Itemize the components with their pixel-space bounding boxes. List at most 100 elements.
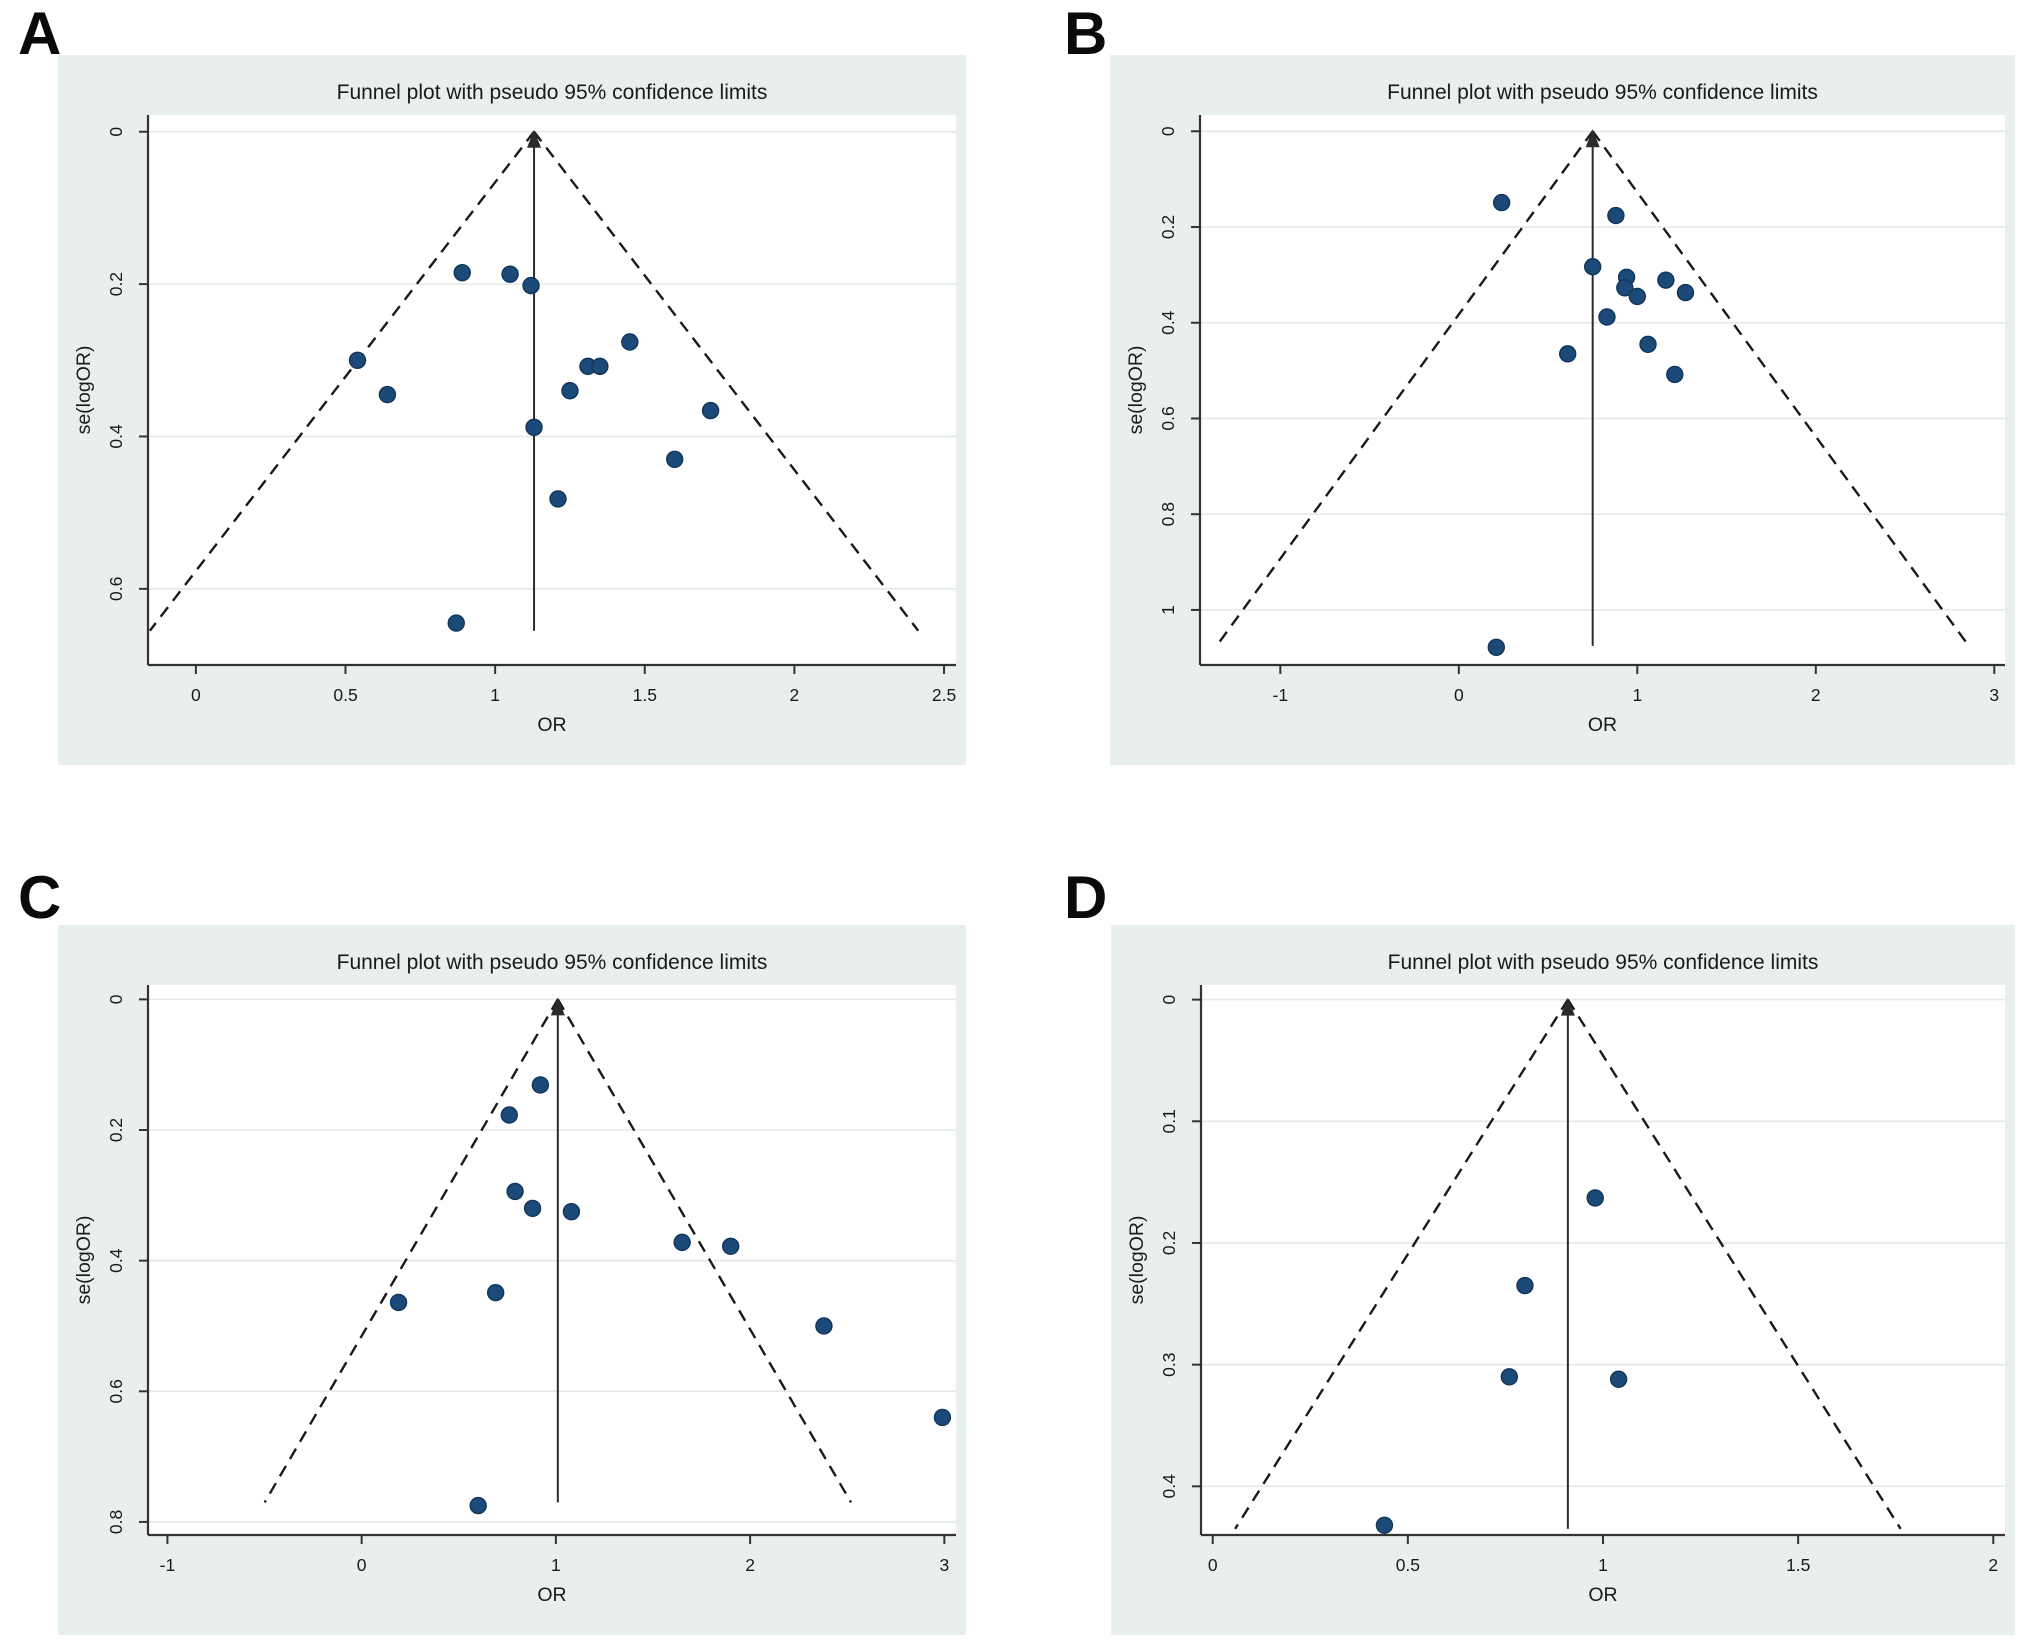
data-point (1487, 638, 1505, 656)
plot-title: Funnel plot with pseudo 95% confidence l… (1387, 81, 1818, 104)
y-tick-label: 0.4 (1158, 310, 1178, 335)
data-point (621, 333, 639, 351)
funnel-plot-panel-a: Funnel plot with pseudo 95% confidence l… (58, 55, 966, 765)
y-tick-label: 0.2 (106, 272, 126, 296)
x-tick-label: 0 (1454, 685, 1464, 705)
funnel-left-dashed-line (263, 998, 559, 1503)
data-point (1598, 308, 1616, 326)
y-tick-label: 0.3 (1159, 1352, 1179, 1376)
y-tick-label: 0.4 (106, 424, 126, 449)
funnel-right-dashed-line (1566, 998, 1902, 1530)
funnel-plot-svg: Funnel plot with pseudo 95% confidence l… (1125, 81, 2005, 736)
x-tick-label: -1 (1273, 685, 1289, 705)
y-tick-label: 0 (106, 127, 126, 137)
funnel-plot-svg: Funnel plot with pseudo 95% confidence l… (73, 81, 956, 736)
panel-letter-b: B (1064, 0, 1108, 67)
pooled-or-line-arrowhead (527, 129, 542, 148)
funnel-plot-panel-b: Funnel plot with pseudo 95% confidence l… (1110, 55, 2015, 765)
funnel-plot-panel-d: Funnel plot with pseudo 95% confidence l… (1111, 925, 2015, 1635)
y-tick-label: 1 (1158, 605, 1178, 615)
data-point (378, 385, 397, 404)
data-point (469, 1496, 487, 1515)
y-tick-label: 0.4 (1159, 1474, 1179, 1499)
data-point (1500, 1368, 1519, 1386)
panel-letter-c: C (18, 864, 62, 931)
data-point (549, 490, 567, 508)
data-point (525, 418, 543, 437)
funnel-right-dashed-line (1591, 130, 1970, 647)
data-point (447, 614, 465, 632)
x-tick-label: 0 (357, 1555, 367, 1575)
funnel-right-dashed-line (533, 131, 920, 632)
data-point (523, 1199, 542, 1218)
funnel-plot-svg: Funnel plot with pseudo 95% confidence l… (1126, 951, 2005, 1606)
panel-letter-d: D (1064, 864, 1108, 931)
plot-area (148, 115, 956, 665)
x-tick-label: 1.5 (1786, 1555, 1810, 1575)
data-point (721, 1237, 740, 1255)
data-point (486, 1283, 505, 1302)
data-point (389, 1293, 408, 1312)
x-axis-label: OR (537, 714, 566, 736)
y-tick-label: 0 (1158, 126, 1178, 136)
data-point (1492, 193, 1511, 212)
y-tick-label: 0 (106, 994, 126, 1004)
plot-area (1201, 985, 2005, 1535)
funnel-left-dashed-line (148, 131, 535, 632)
plot-title: Funnel plot with pseudo 95% confidence l… (1388, 951, 1819, 974)
x-tick-label: 2 (745, 1555, 755, 1575)
y-axis-label: se(logOR) (1126, 1216, 1148, 1305)
x-tick-label: 2.5 (932, 685, 956, 705)
x-tick-label: 2 (1988, 1555, 1998, 1575)
y-tick-label: 0.8 (106, 1510, 126, 1534)
plot-area (1200, 115, 2005, 665)
data-point (815, 1317, 833, 1335)
x-tick-label: 1 (1632, 685, 1642, 705)
data-point (453, 263, 471, 282)
data-point (506, 1182, 524, 1201)
data-point (933, 1408, 952, 1427)
x-tick-label: 2 (790, 685, 800, 705)
data-point (348, 351, 367, 369)
funnel-plot-svg: Funnel plot with pseudo 95% confidence l… (73, 951, 956, 1606)
data-point (500, 1106, 518, 1124)
y-tick-label: 0.1 (1159, 1109, 1179, 1133)
data-point (1616, 279, 1634, 297)
data-point (1558, 345, 1577, 363)
panel-letter-a: A (18, 0, 62, 67)
x-axis-label: OR (1588, 1584, 1617, 1606)
x-axis-label: OR (1588, 714, 1617, 736)
data-point (531, 1076, 550, 1094)
pooled-or-line-arrowhead (1585, 129, 1600, 148)
data-point (673, 1233, 691, 1252)
funnel-right-dashed-line (556, 998, 852, 1503)
data-point (665, 450, 684, 469)
x-tick-label: 1 (551, 1555, 561, 1575)
data-point (1657, 271, 1675, 289)
y-tick-label: 0.6 (106, 1379, 126, 1403)
funnel-plot-panel-c: Funnel plot with pseudo 95% confidence l… (58, 925, 966, 1635)
plot-title: Funnel plot with pseudo 95% confidence l… (337, 81, 768, 104)
x-tick-label: 3 (1989, 685, 1999, 705)
x-tick-label: 0 (1208, 1555, 1218, 1575)
data-point (1375, 1516, 1394, 1534)
pooled-or-line-arrowhead (1560, 997, 1575, 1016)
x-tick-label: 0.5 (333, 685, 357, 705)
y-tick-label: 0.8 (1158, 502, 1178, 526)
data-point (561, 382, 579, 400)
y-tick-label: 0 (1159, 994, 1179, 1004)
y-axis-label: se(logOR) (73, 1216, 95, 1305)
data-point (591, 357, 609, 376)
y-tick-label: 0.2 (1159, 1231, 1179, 1255)
plot-title: Funnel plot with pseudo 95% confidence l… (337, 951, 768, 974)
data-point (1639, 335, 1657, 353)
y-tick-label: 0.6 (106, 577, 126, 601)
y-tick-label: 0.4 (106, 1248, 126, 1273)
data-point (522, 276, 540, 295)
data-point (1676, 283, 1695, 302)
data-point (562, 1202, 581, 1221)
x-tick-label: 0 (191, 685, 201, 705)
x-tick-label: -1 (160, 1555, 176, 1575)
data-point (1583, 258, 1602, 276)
data-point (1516, 1276, 1534, 1295)
